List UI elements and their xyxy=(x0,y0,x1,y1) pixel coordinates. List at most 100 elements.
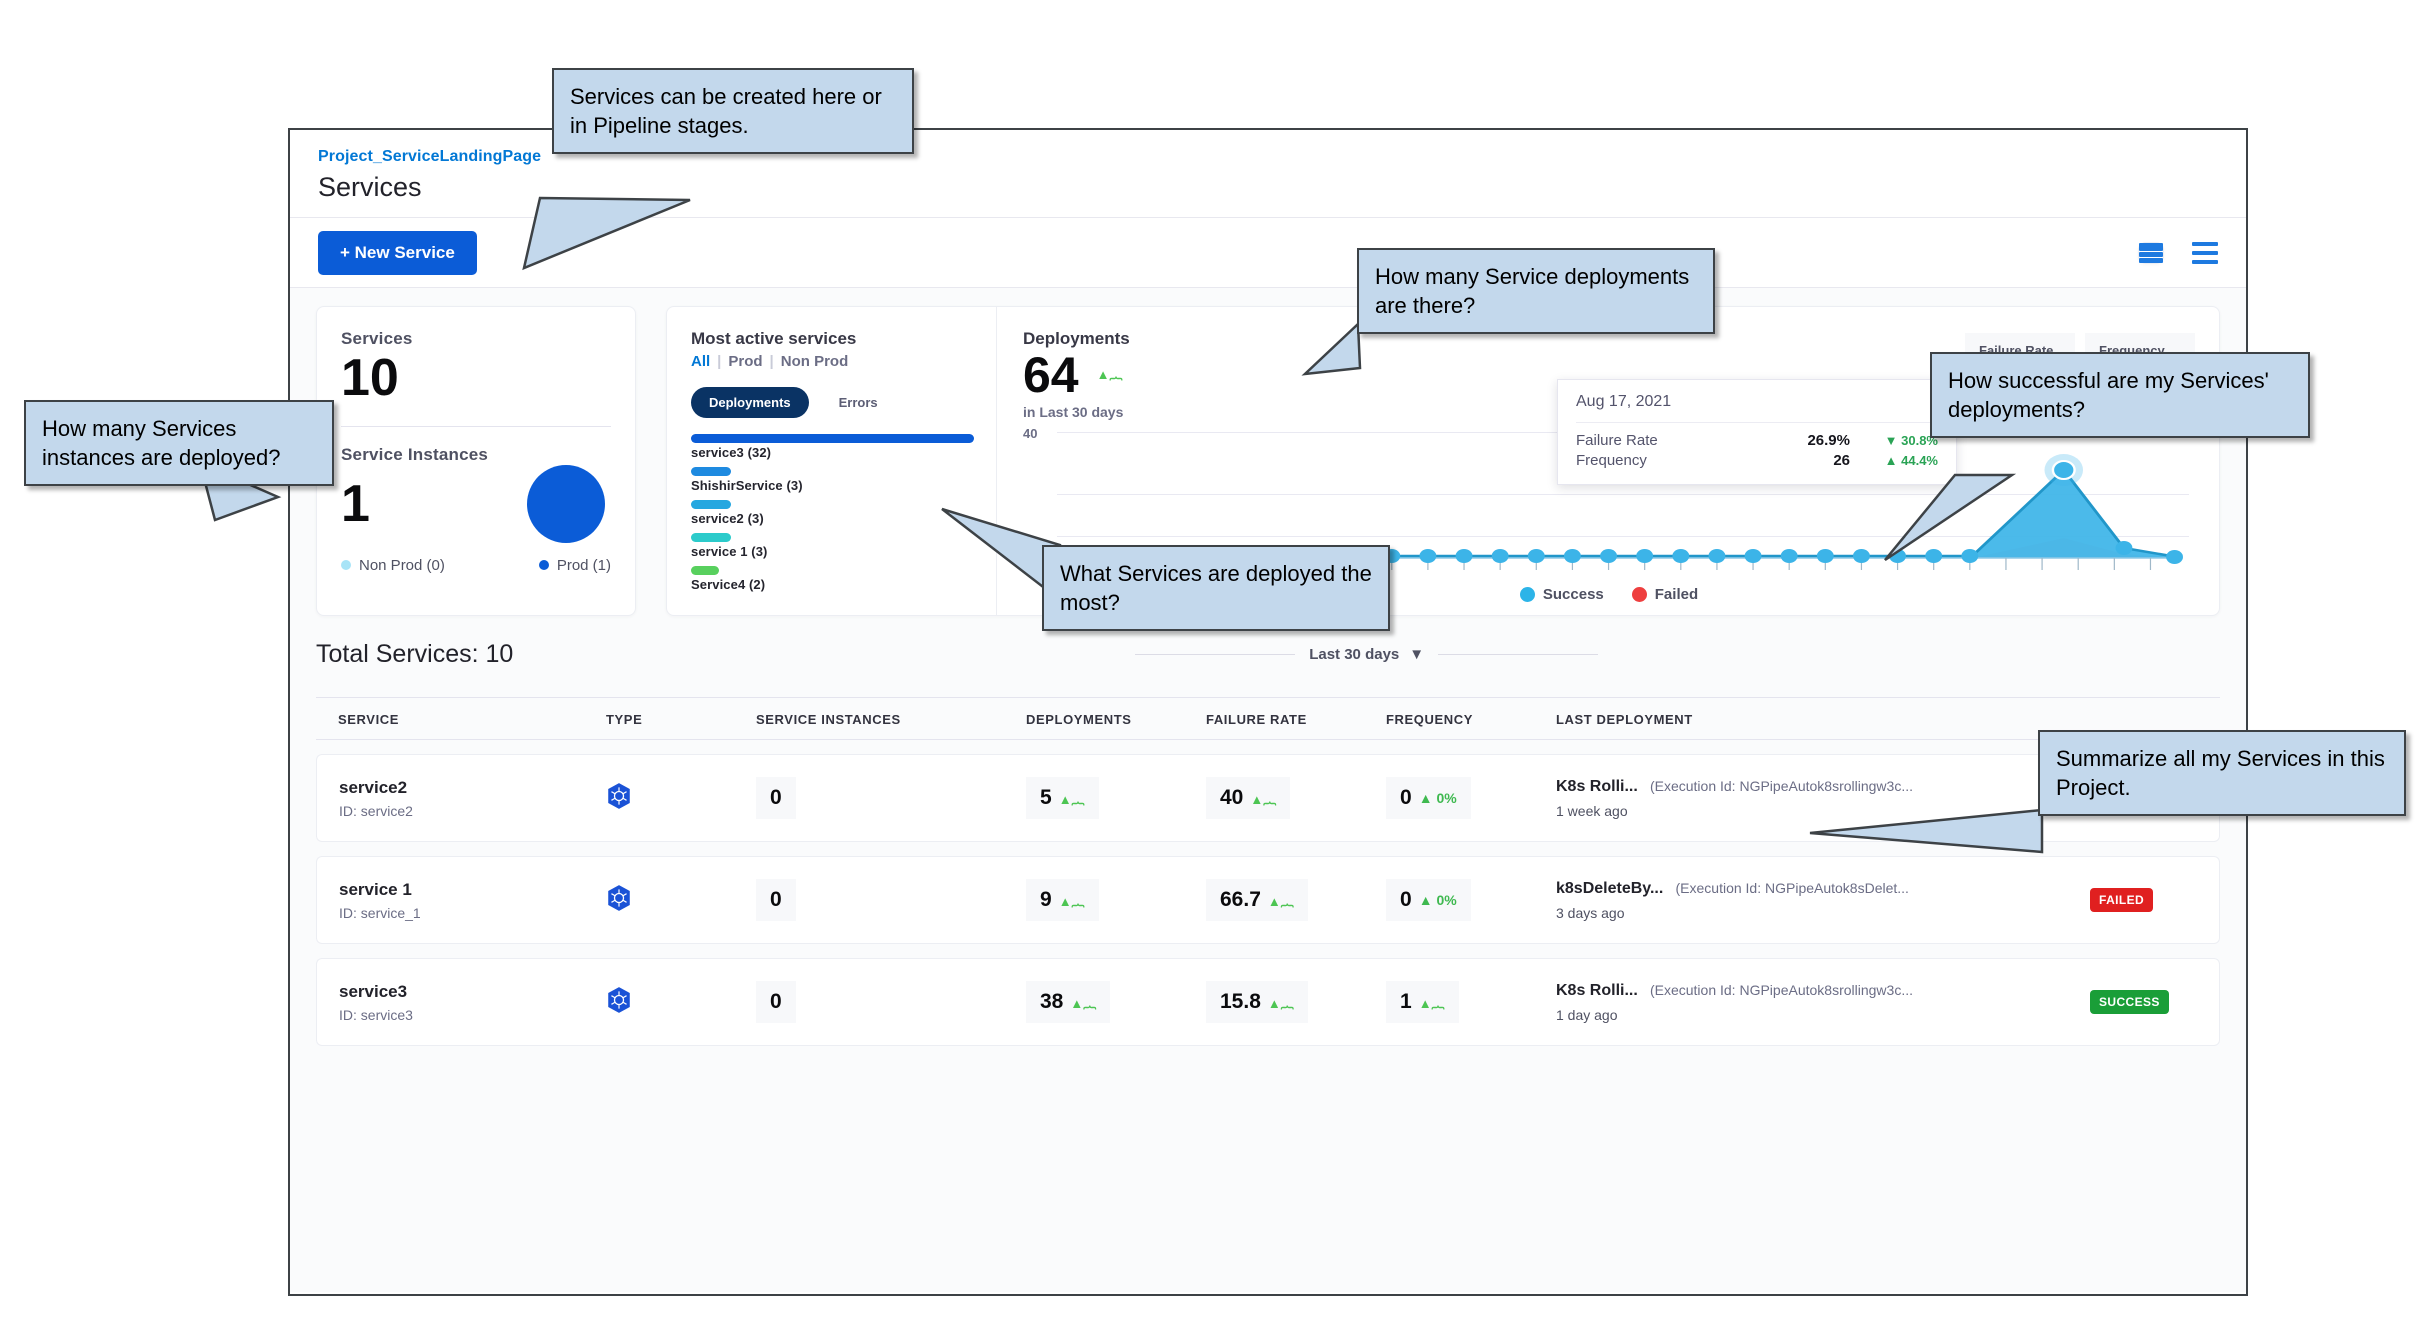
status-badge: FAILED xyxy=(2090,888,2154,912)
cell-status: SUCCESS xyxy=(2090,958,2220,1046)
time-range-label[interactable]: Last 30 days ▼ xyxy=(1309,646,1424,663)
deployments-count: 64 ▲︷ xyxy=(1023,349,1130,402)
bar-item[interactable]: service 1 (3) xyxy=(691,533,974,559)
legend-item-failed[interactable]: Failed xyxy=(1631,585,1699,603)
tab-deployments[interactable]: Deployments xyxy=(691,387,809,418)
legend-label-failed: Failed xyxy=(1654,585,1699,603)
page-title: Services xyxy=(318,172,422,202)
deployments-value: 9 xyxy=(1040,888,1052,911)
bar-fill xyxy=(691,500,731,509)
tooltip-delta: ▲ 44.4% xyxy=(1884,453,1938,468)
legend-item-non-prod: Non Prod (0) xyxy=(341,557,445,574)
deployment-time: 1 day ago xyxy=(1556,1006,1618,1023)
table-head: SERVICE TYPE SERVICE INSTANCES DEPLOYMEN… xyxy=(316,697,2220,740)
last-deployment-line: K8s Rolli... (Execution Id: NGPipeAutok8… xyxy=(1556,778,2080,796)
tooltip-row-failure-rate: Failure Rate 26.9% ▼ 30.8% xyxy=(1576,432,1938,449)
kubernetes-icon xyxy=(608,987,630,1013)
deployments-value: 38 xyxy=(1040,990,1064,1013)
failure-rate-wrap: 40 ▲︷ xyxy=(1206,777,1291,819)
callout-new-service: Services can be created here or in Pipel… xyxy=(552,68,914,155)
col-failure-rate[interactable]: FAILURE RATE xyxy=(1206,697,1386,740)
hover-point xyxy=(2051,459,2076,480)
most-active-title: Most active services xyxy=(691,329,857,348)
tooltip-value: 26 xyxy=(1833,452,1850,469)
gridline xyxy=(1057,493,2189,495)
services-stat-label: Services xyxy=(341,329,413,348)
service-id: ID: service3 xyxy=(339,1006,413,1023)
new-service-button[interactable]: + New Service xyxy=(318,230,477,275)
frequency-wrap: 1 ▲︷ xyxy=(1386,981,1459,1023)
table-row[interactable]: service3 ID: service3 xyxy=(316,958,2220,1046)
filter-prod[interactable]: Prod xyxy=(728,353,763,370)
bar-item[interactable]: service2 (3) xyxy=(691,500,974,526)
bar-label: service2 (3) xyxy=(691,511,764,526)
deployment-name[interactable]: K8s Rolli... xyxy=(1556,777,1638,795)
frequency-delta-value: 0% xyxy=(1436,790,1457,806)
bar-item[interactable]: service3 (32) xyxy=(691,434,974,460)
kubernetes-icon xyxy=(608,885,630,911)
legend-item-prod: Prod (1) xyxy=(538,556,611,574)
cell-last-deployment: K8s Rolli... (Execution Id: NGPipeAutok8… xyxy=(1556,958,2090,1046)
service-instances-body: 1 xyxy=(341,464,611,543)
bar-fill xyxy=(691,467,731,476)
col-service[interactable]: SERVICE xyxy=(316,697,606,740)
service-name[interactable]: service2 xyxy=(339,777,408,797)
chevron-down-icon: ▼ xyxy=(1409,646,1425,663)
col-last-deployment[interactable]: LAST DEPLOYMENT xyxy=(1556,697,2090,740)
tooltip-key: Frequency xyxy=(1576,452,1647,469)
deployments-subtitle: in Last 30 days xyxy=(1023,403,1124,420)
cell-deployments: 5 ▲︷ xyxy=(1026,754,1206,842)
service-id: ID: service2 xyxy=(339,802,413,819)
col-service-instances[interactable]: SERVICE INSTANCES xyxy=(756,697,1026,740)
service-name[interactable]: service3 xyxy=(339,981,408,1001)
cell-type xyxy=(606,958,756,1046)
filter-non-prod[interactable]: Non Prod xyxy=(780,353,849,370)
instances-value: 0 xyxy=(756,879,796,921)
bar-item[interactable]: ShishirService (3) xyxy=(691,467,974,493)
most-active-bar-list: service3 (32) ShishirService (3) service… xyxy=(691,434,974,592)
tail-summary xyxy=(1809,808,2044,854)
deployment-time: 1 week ago xyxy=(1556,802,1628,819)
tab-errors[interactable]: Errors xyxy=(838,395,878,410)
cell-failure-rate: 15.8 ▲︷ xyxy=(1206,958,1386,1046)
caret-up-icon: ▲︷ xyxy=(1070,995,1097,1011)
filter-all[interactable]: All xyxy=(691,353,711,370)
tooltip-row-frequency: Frequency 26 ▲ 44.4% xyxy=(1576,452,1938,469)
list-view-icon[interactable] xyxy=(2192,241,2218,264)
deployment-name[interactable]: K8s Rolli... xyxy=(1556,981,1638,999)
services-summary-card: Services 10 Service Instances 1 Non Prod… xyxy=(316,306,636,616)
deployments-count-value: 64 xyxy=(1023,347,1079,403)
tail-success xyxy=(1884,473,2017,562)
bar-item[interactable]: Service4 (2) xyxy=(691,566,974,592)
service-name[interactable]: service 1 xyxy=(339,879,412,899)
execution-id: (Execution Id: NGPipeAutok8srollingw3c..… xyxy=(1649,777,1913,794)
time-range-picker[interactable]: Last 30 days ▼ xyxy=(513,646,2220,663)
legend-label-prod: Prod (1) xyxy=(556,556,611,574)
chart-legend: Success Failed xyxy=(1023,586,2195,603)
legend-label-non-prod: Non Prod (0) xyxy=(359,556,445,574)
total-services-label: Total Services: 10 xyxy=(316,640,514,668)
col-type[interactable]: TYPE xyxy=(606,697,756,740)
cell-failure-rate: 66.7 ▲︷ xyxy=(1206,856,1386,944)
frequency-delta: ▲ 0% xyxy=(1418,892,1457,908)
col-deployments[interactable]: DEPLOYMENTS xyxy=(1026,697,1206,740)
legend-item-success[interactable]: Success xyxy=(1519,586,1604,603)
deployment-name[interactable]: k8sDeleteBy... xyxy=(1556,879,1664,897)
callout-success: How successful are my Services' deployme… xyxy=(1930,352,2310,439)
col-frequency[interactable]: FREQUENCY xyxy=(1386,697,1556,740)
summary-cards-row: Services 10 Service Instances 1 Non Prod… xyxy=(316,306,2220,616)
cell-service: service2 ID: service2 xyxy=(316,754,606,842)
card-view-icon[interactable] xyxy=(2138,241,2164,264)
cell-service-instances: 0 xyxy=(756,958,1026,1046)
failed-dot-icon xyxy=(1631,586,1647,602)
table-row[interactable]: service 1 ID: service_1 xyxy=(316,856,2220,944)
callout-most-active: What Services are deployed the most? xyxy=(1042,545,1390,632)
failure-rate-wrap: 66.7 ▲︷ xyxy=(1206,879,1308,921)
breadcrumb[interactable]: Project_ServiceLandingPage xyxy=(318,148,542,165)
tooltip-delta-value: 44.4% xyxy=(1901,453,1938,468)
callout-instances: How many Services instances are deployed… xyxy=(24,400,334,487)
deployments-value-wrap: 9 ▲︷ xyxy=(1026,879,1099,921)
cell-frequency: 0 ▲ 0% xyxy=(1386,856,1556,944)
bar-fill xyxy=(691,566,720,575)
tooltip-value: 26.9% xyxy=(1807,432,1850,449)
